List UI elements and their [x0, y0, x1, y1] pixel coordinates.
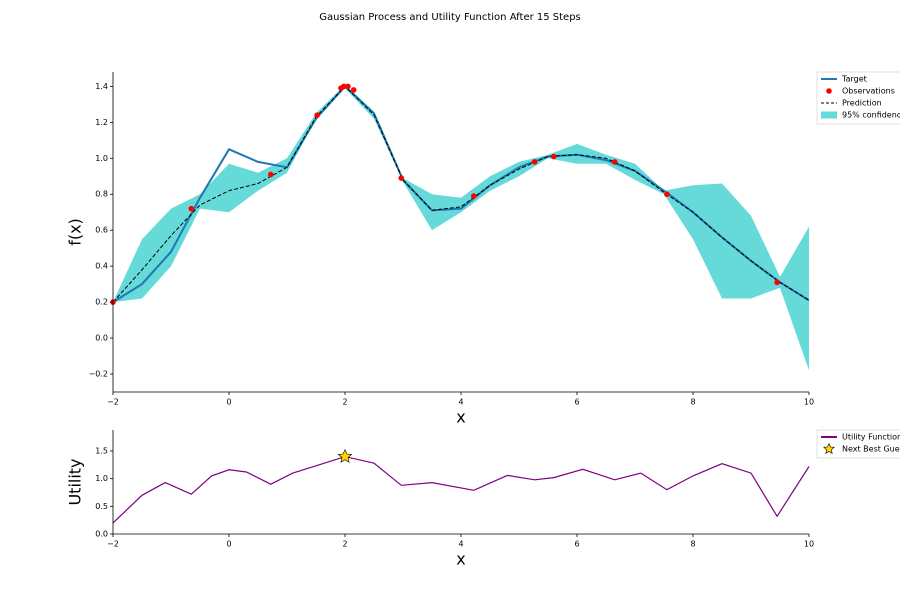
- y-tick-label: 0.5: [95, 502, 108, 511]
- x-tick-label: 4: [458, 398, 463, 407]
- x-tick-label: 10: [804, 540, 814, 549]
- plot: −2 0 2 4 6 8 10 0.0 0.5 1.0 1.5 x Utility Utility Fun…: [66, 429, 900, 569]
- x-axis-label: x: [456, 550, 465, 569]
- point-marker: [470, 193, 477, 199]
- legend-swatch: [826, 88, 832, 94]
- y-tick-label: 0.2: [95, 298, 108, 307]
- point-marker: [611, 159, 618, 165]
- point-marker: [267, 171, 274, 178]
- y-tick-label: 1.0: [95, 474, 108, 483]
- x-tick-label: 8: [690, 540, 695, 549]
- point-marker: [341, 83, 347, 90]
- legend-swatch: [823, 442, 835, 455]
- y-tick-label: 0.4: [95, 262, 108, 271]
- x-tick-label: 0: [226, 540, 231, 549]
- y-axis-label: Utility: [66, 458, 85, 505]
- x-tick-label: 2: [342, 540, 347, 549]
- legend-label: Prediction: [842, 99, 882, 108]
- legend-frame: [816, 429, 900, 459]
- series-line: [112, 455, 810, 524]
- y-axis-label: f(x): [66, 218, 85, 246]
- legend: Utility Function Next Best Guess: [816, 429, 900, 459]
- confidence-band: [113, 84, 809, 371]
- x-tick-label: 8: [690, 398, 695, 407]
- point-marker: [664, 191, 670, 198]
- x-tick-label: 6: [574, 398, 579, 407]
- x-tick-label: 4: [458, 540, 463, 549]
- x-tick-label: −2: [107, 540, 119, 549]
- y-tick-label: 1.4: [95, 82, 108, 91]
- point-marker: [314, 112, 320, 118]
- y-tick-label: 1.5: [95, 447, 108, 456]
- y-tick-label: 0.6: [95, 226, 108, 235]
- legend-label: 95% confidence interval: [842, 111, 900, 120]
- point-marker: [188, 205, 195, 212]
- y-tick-label: 0.0: [95, 530, 108, 539]
- x-tick-label: 0: [226, 398, 231, 407]
- point-marker: [774, 279, 780, 286]
- x-tick-label: 2: [342, 398, 347, 407]
- point-marker: [398, 175, 405, 181]
- legend-label: Target: [841, 75, 867, 84]
- y-tick-label: 1.0: [95, 154, 108, 163]
- legend: Target Observations Prediction 95% confiden…: [816, 71, 900, 125]
- x-tick-label: 10: [804, 398, 814, 407]
- x-axis-label: x: [456, 408, 465, 427]
- point-marker: [551, 153, 557, 160]
- point-marker: [531, 159, 538, 165]
- point-marker: [350, 87, 357, 93]
- series-line: [112, 85, 810, 303]
- y-tick-label: 0.0: [95, 334, 108, 343]
- point-marker: [345, 83, 351, 90]
- legend-swatch: [821, 111, 837, 119]
- figure-title: Gaussian Process and Utility Function Af…: [319, 12, 581, 23]
- point-marker: [337, 448, 353, 463]
- legend-label: Next Best Guess: [842, 445, 900, 454]
- x-tick-label: 6: [574, 540, 579, 549]
- x-tick-label: −2: [107, 398, 119, 407]
- legend-label: Utility Function: [842, 433, 900, 442]
- legend-label: Observations: [842, 87, 895, 96]
- plot: −2 0 2 4 6 8 10 −0.2 0.0 0.2 0.4 0.6 0.8 1.0 1.2 1.4 x f(…: [66, 71, 900, 427]
- y-tick-label: 1.2: [95, 118, 108, 127]
- y-tick-label: −0.2: [89, 370, 108, 379]
- y-tick-label: 0.8: [95, 190, 108, 199]
